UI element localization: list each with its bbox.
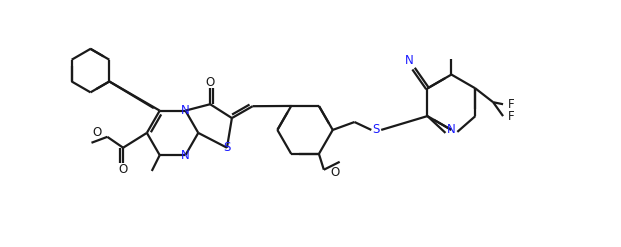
Text: O: O	[92, 126, 101, 139]
Text: O: O	[206, 76, 215, 89]
Text: N: N	[181, 149, 190, 162]
Text: F: F	[508, 98, 515, 111]
Text: N: N	[447, 124, 456, 136]
Text: N: N	[406, 54, 414, 67]
Text: S: S	[373, 124, 380, 136]
Text: F: F	[508, 110, 515, 123]
Text: S: S	[224, 141, 230, 154]
Text: O: O	[331, 166, 340, 179]
Text: O: O	[119, 163, 128, 176]
Text: N: N	[181, 104, 190, 117]
